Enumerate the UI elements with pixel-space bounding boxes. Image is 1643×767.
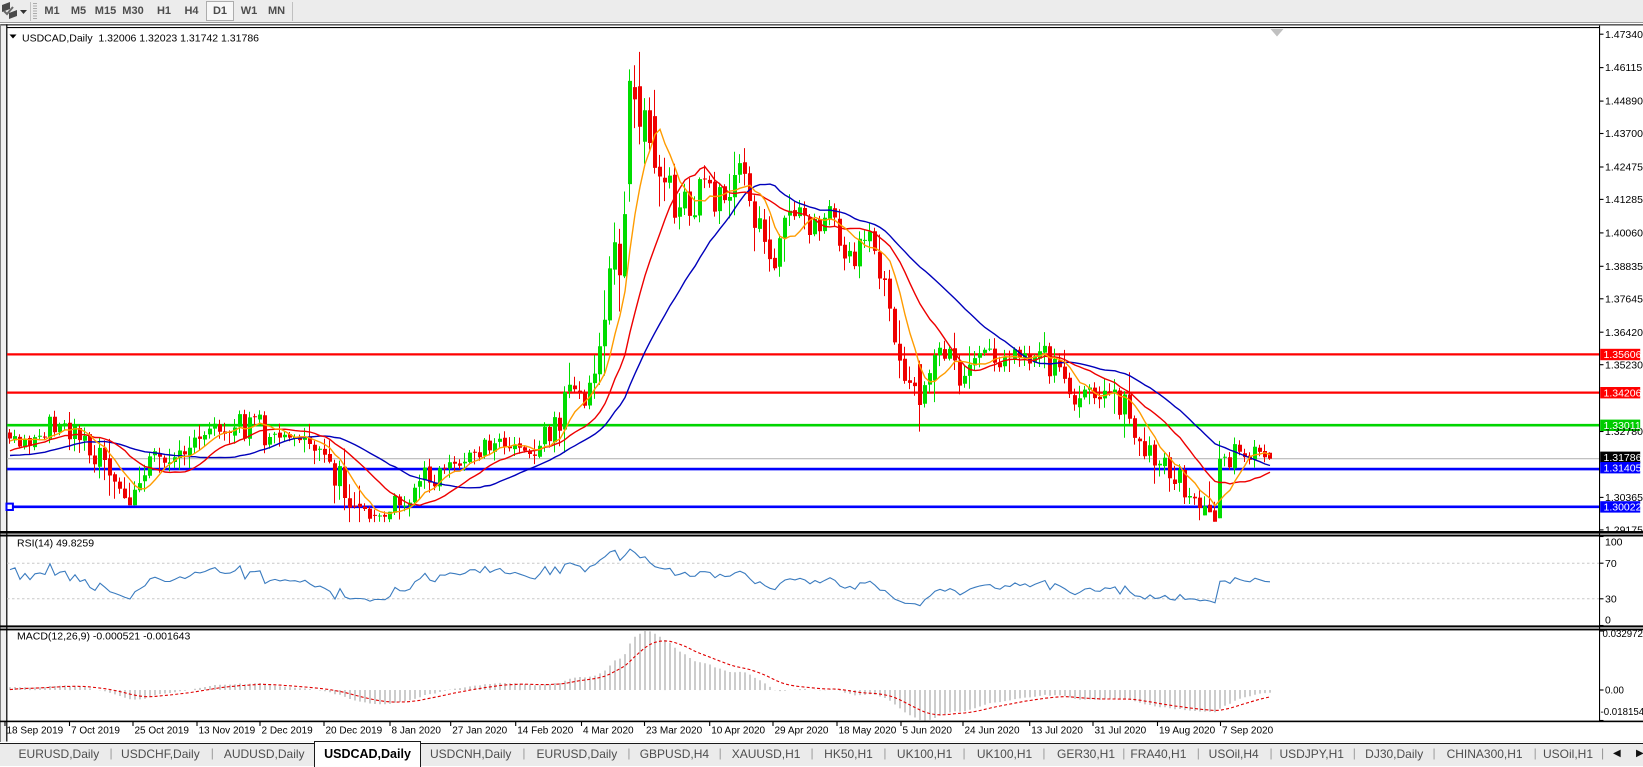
svg-text:1.44890: 1.44890: [1605, 96, 1643, 108]
svg-text:1.46115: 1.46115: [1605, 62, 1642, 74]
svg-text:1.34206: 1.34206: [1604, 387, 1642, 399]
svg-text:MACD(12,26,9) -0.000521 -0.001: MACD(12,26,9) -0.000521 -0.001643: [17, 630, 191, 642]
svg-text:0.00: 0.00: [1605, 685, 1624, 696]
svg-text:USDCAD,Daily 1.32006 1.32023: USDCAD,Daily 1.32006 1.32023 1.31742 1.3…: [22, 33, 259, 45]
svg-text:7 Sep 2020: 7 Sep 2020: [1222, 726, 1274, 737]
svg-text:0.032972: 0.032972: [1603, 629, 1643, 640]
svg-text:25 Oct 2019: 25 Oct 2019: [135, 726, 190, 737]
svg-text:100: 100: [1605, 537, 1623, 549]
svg-text:1.31405: 1.31405: [1604, 462, 1642, 474]
svg-text:13 Jul 2020: 13 Jul 2020: [1031, 726, 1083, 737]
svg-text:13 Nov 2019: 13 Nov 2019: [199, 726, 256, 737]
svg-text:1.47340: 1.47340: [1605, 29, 1643, 41]
svg-text:1.40060: 1.40060: [1605, 228, 1643, 240]
svg-text:5 Jun 2020: 5 Jun 2020: [903, 726, 953, 737]
svg-text:1.43700: 1.43700: [1605, 128, 1643, 140]
svg-text:1.36420: 1.36420: [1605, 327, 1643, 339]
svg-text:18 May 2020: 18 May 2020: [839, 726, 897, 737]
svg-text:29 Apr 2020: 29 Apr 2020: [775, 726, 829, 737]
svg-text:0: 0: [1605, 614, 1611, 626]
svg-text:20 Dec 2019: 20 Dec 2019: [326, 726, 383, 737]
svg-text:7 Oct 2019: 7 Oct 2019: [71, 726, 120, 737]
svg-text:14 Feb 2020: 14 Feb 2020: [517, 726, 574, 737]
svg-text:1.38835: 1.38835: [1605, 261, 1643, 273]
svg-text:1.42475: 1.42475: [1605, 162, 1643, 174]
svg-text:30: 30: [1605, 593, 1617, 605]
svg-text:23 Mar 2020: 23 Mar 2020: [646, 726, 703, 737]
svg-text:19 Aug 2020: 19 Aug 2020: [1159, 726, 1216, 737]
svg-text:2 Dec 2019: 2 Dec 2019: [262, 726, 314, 737]
svg-text:1.37645: 1.37645: [1605, 293, 1643, 305]
svg-text:1.29175: 1.29175: [1605, 525, 1643, 537]
svg-text:31 Jul 2020: 31 Jul 2020: [1095, 726, 1147, 737]
svg-text:27 Jan 2020: 27 Jan 2020: [452, 726, 507, 737]
svg-text:18 Sep 2019: 18 Sep 2019: [7, 726, 64, 737]
svg-text:1.35606: 1.35606: [1604, 349, 1642, 361]
svg-text:4 Mar 2020: 4 Mar 2020: [583, 726, 634, 737]
svg-text:10 Apr 2020: 10 Apr 2020: [711, 726, 765, 737]
svg-text:70: 70: [1605, 558, 1617, 570]
svg-text:24 Jun 2020: 24 Jun 2020: [965, 726, 1020, 737]
svg-text:1.30022: 1.30022: [1604, 502, 1642, 514]
svg-text:8 Jan 2020: 8 Jan 2020: [392, 726, 442, 737]
svg-text:1.33011: 1.33011: [1604, 420, 1641, 432]
svg-text:1.41285: 1.41285: [1605, 194, 1643, 206]
svg-text:RSI(14) 49.8259: RSI(14) 49.8259: [17, 538, 94, 550]
svg-text:-0.018154: -0.018154: [1601, 707, 1643, 718]
